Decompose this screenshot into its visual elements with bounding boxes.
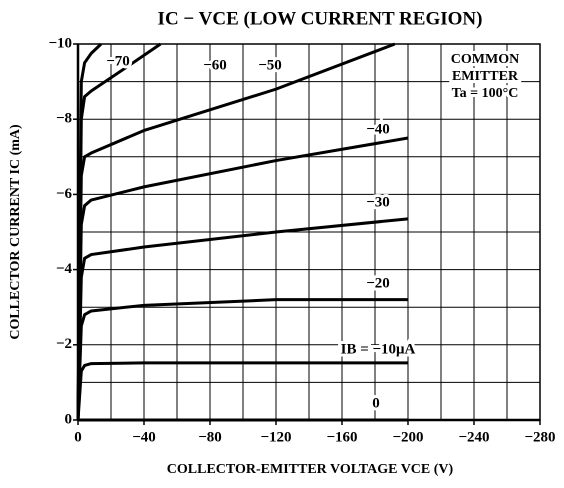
annotation: EMITTER: [452, 69, 519, 84]
x-tick-label: −40: [132, 429, 156, 445]
curve-label: 0: [372, 395, 380, 411]
curve-label: −30: [366, 194, 390, 210]
curve-label: −70: [106, 53, 130, 69]
y-tick-label: 0: [65, 411, 73, 427]
x-tick-label: 0: [74, 429, 82, 445]
curve-label: IB = −10μA: [341, 341, 416, 357]
curve-label: −50: [258, 57, 282, 73]
curve-label: −60: [203, 57, 227, 73]
y-tick-label: −6: [56, 186, 73, 202]
y-tick-label: −2: [56, 336, 72, 352]
x-tick-label: −240: [458, 429, 489, 445]
curve: [76, 42, 103, 421]
x-tick-label: −120: [260, 429, 291, 445]
chart-title: IC − VCE (LOW CURRENT REGION): [158, 8, 483, 29]
annotation: COMMON: [451, 52, 519, 67]
x-tick-label: −80: [198, 429, 222, 445]
x-tick-label: −200: [392, 429, 423, 445]
y-tick-label: −10: [48, 35, 72, 51]
curve-label: −40: [366, 121, 390, 137]
y-axis-label: COLLECTOR CURRENT IC (mA): [8, 124, 23, 340]
y-tick-label: −8: [56, 111, 72, 127]
annotation: Ta = 100°C: [452, 86, 519, 101]
x-axis-label: COLLECTOR-EMITTER VOLTAGE VCE (V): [167, 462, 454, 477]
x-tick-label: −280: [524, 429, 555, 445]
x-tick-label: −160: [326, 429, 357, 445]
y-tick-label: −4: [56, 261, 73, 277]
curve-label: −20: [366, 275, 390, 291]
